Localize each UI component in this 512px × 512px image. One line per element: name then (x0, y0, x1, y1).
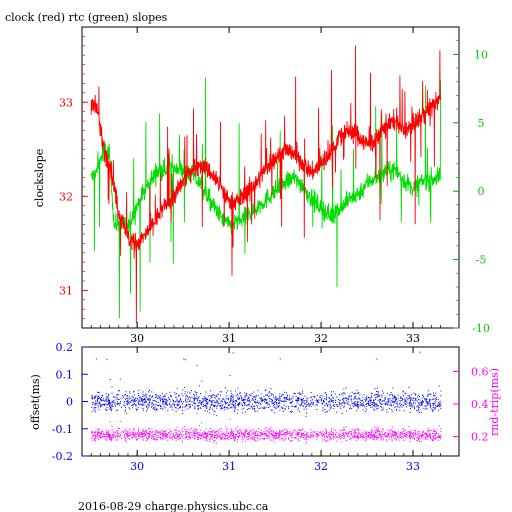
upper-x-tick-label: 33 (406, 332, 420, 345)
upper-x-tick-label: 30 (130, 332, 144, 345)
rndtrip-outlier-point (279, 358, 281, 360)
lower-x-tick-label: 33 (406, 460, 420, 473)
series-offset-points (91, 351, 442, 417)
upper-y-tick-label: 33 (59, 96, 73, 109)
lower-y-tick-label: 0.1 (56, 368, 74, 381)
lower-y-tick-label: 0.2 (56, 341, 74, 354)
lower-y-axis-label: offset(ms) (29, 374, 42, 430)
lower-y-tick-label: 0 (66, 396, 73, 409)
lower-y-tick-label: -0.2 (52, 450, 73, 463)
lower-x-tick-label: 31 (222, 460, 236, 473)
series-clock-line (90, 45, 442, 324)
lower-x-tick-label: 32 (314, 460, 328, 473)
lower-y2-tick-label: 0.4 (471, 398, 489, 411)
lower-x-tick-label: 30 (130, 460, 144, 473)
lower-y2-tick-label: 0.6 (471, 365, 489, 378)
lower-y-tick-label: -0.1 (52, 423, 73, 436)
series-rtc-line (90, 77, 442, 319)
rndtrip-outlier-point (376, 358, 378, 360)
chart-title: clock (red) rtc (green) slopes (5, 11, 168, 24)
upper-y2-tick-label: -5 (476, 254, 487, 267)
upper-y2-tick-label: -10 (472, 322, 490, 335)
rndtrip-outlier-point (95, 358, 97, 360)
upper-y2-tick-label: 0 (478, 185, 485, 198)
upper-x-tick-label: 31 (222, 332, 236, 345)
series-rndtrip-points (91, 404, 442, 445)
lower-y2-tick-label: 0.2 (471, 430, 489, 443)
upper-y2-tick-label: 5 (478, 117, 485, 130)
footer-text: 2016-08-29 charge.physics.ubc.ca (78, 500, 269, 512)
upper-y-tick-label: 31 (59, 284, 73, 297)
lower-y2-axis-label: rnd-trip(ms) (488, 368, 501, 436)
upper-y-tick-label: 32 (59, 190, 73, 203)
upper-y2-tick-label: 10 (474, 48, 488, 61)
upper-y-axis-label: clockslope (33, 149, 46, 207)
rndtrip-outlier-point (183, 358, 185, 360)
upper-x-tick-label: 32 (314, 332, 328, 345)
